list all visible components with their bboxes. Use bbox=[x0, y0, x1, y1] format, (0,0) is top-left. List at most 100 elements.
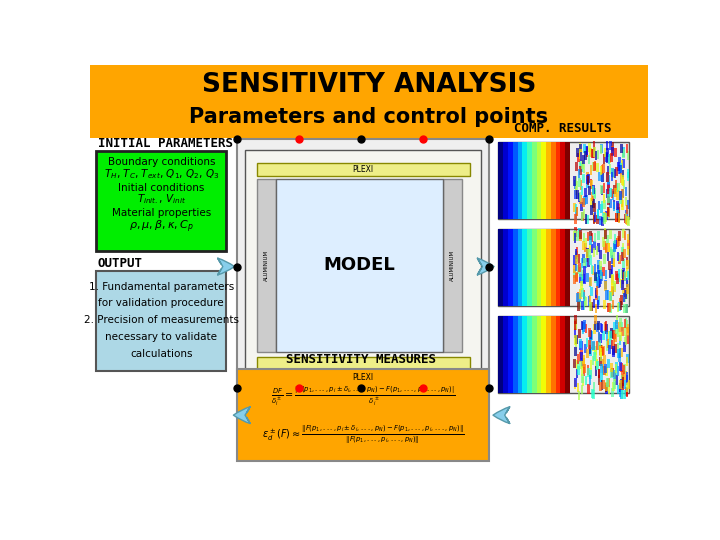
Bar bbox=[594, 272, 597, 281]
Bar bbox=[600, 270, 602, 279]
Bar bbox=[609, 230, 612, 239]
Bar bbox=[621, 176, 624, 185]
Bar bbox=[615, 166, 618, 176]
Bar bbox=[600, 272, 603, 281]
Bar bbox=[605, 269, 607, 279]
Bar bbox=[579, 149, 582, 159]
Bar bbox=[624, 318, 627, 327]
Bar bbox=[577, 168, 580, 178]
Bar bbox=[575, 335, 577, 345]
Bar bbox=[518, 316, 522, 393]
Bar bbox=[586, 248, 589, 257]
Bar bbox=[622, 275, 624, 284]
Bar bbox=[595, 359, 598, 369]
Bar bbox=[546, 316, 551, 393]
Bar bbox=[503, 316, 508, 393]
Bar bbox=[586, 147, 588, 157]
Bar bbox=[551, 316, 556, 393]
Bar bbox=[609, 291, 611, 300]
Bar bbox=[627, 234, 629, 243]
Bar bbox=[532, 229, 536, 306]
Bar bbox=[613, 168, 615, 178]
Bar bbox=[596, 278, 598, 287]
Bar bbox=[575, 176, 577, 185]
Bar bbox=[626, 324, 629, 333]
Bar bbox=[508, 316, 513, 393]
Text: $T_{init.}$, $V_{init}$: $T_{init.}$, $V_{init}$ bbox=[137, 193, 186, 206]
Bar bbox=[606, 235, 609, 245]
Bar bbox=[621, 200, 624, 210]
Bar bbox=[613, 339, 616, 349]
Bar bbox=[577, 354, 580, 363]
Bar bbox=[579, 341, 582, 350]
Bar bbox=[611, 283, 613, 292]
Bar bbox=[606, 341, 609, 350]
Bar bbox=[585, 146, 588, 156]
Bar bbox=[621, 170, 624, 179]
Bar bbox=[593, 241, 595, 250]
Bar bbox=[589, 370, 592, 379]
Bar bbox=[90, 65, 648, 138]
Bar bbox=[619, 318, 622, 327]
Bar bbox=[613, 379, 616, 388]
Bar bbox=[575, 249, 577, 259]
Bar bbox=[595, 304, 598, 313]
Bar bbox=[602, 380, 605, 389]
Bar bbox=[590, 165, 593, 174]
Bar bbox=[624, 290, 627, 299]
Bar bbox=[583, 266, 586, 275]
Bar bbox=[578, 193, 580, 202]
Bar bbox=[608, 196, 610, 205]
Bar bbox=[615, 183, 618, 192]
Bar bbox=[618, 388, 621, 397]
Bar bbox=[585, 324, 587, 333]
Bar bbox=[603, 300, 606, 309]
Bar bbox=[627, 172, 629, 181]
Bar bbox=[575, 186, 577, 195]
Bar bbox=[607, 252, 609, 261]
Bar bbox=[585, 214, 588, 224]
Text: 1. Fundamental parameters: 1. Fundamental parameters bbox=[89, 281, 234, 292]
Bar bbox=[593, 390, 595, 399]
Bar bbox=[588, 368, 590, 377]
Bar bbox=[611, 168, 613, 177]
Bar bbox=[624, 213, 627, 222]
Bar bbox=[617, 162, 620, 171]
Bar bbox=[626, 285, 629, 294]
Bar bbox=[599, 249, 602, 259]
Bar bbox=[583, 259, 586, 268]
Bar bbox=[96, 151, 226, 251]
Text: OUTPUT: OUTPUT bbox=[98, 257, 143, 270]
Bar bbox=[595, 359, 598, 368]
Bar bbox=[617, 302, 619, 312]
Bar bbox=[576, 369, 578, 379]
Bar bbox=[546, 229, 551, 306]
Bar bbox=[498, 229, 503, 306]
Bar bbox=[609, 188, 612, 197]
Bar bbox=[613, 329, 616, 339]
Bar bbox=[617, 213, 620, 222]
Bar bbox=[587, 366, 590, 375]
Bar bbox=[622, 159, 625, 168]
Bar bbox=[617, 210, 619, 219]
Bar bbox=[565, 229, 570, 306]
Bar bbox=[556, 142, 560, 219]
Bar bbox=[610, 292, 613, 301]
Bar bbox=[574, 380, 576, 389]
Bar bbox=[508, 229, 513, 306]
Bar bbox=[597, 210, 599, 219]
Bar bbox=[615, 364, 617, 373]
Bar bbox=[615, 180, 618, 190]
Bar bbox=[580, 163, 583, 172]
Bar bbox=[611, 330, 614, 339]
Bar bbox=[498, 142, 629, 219]
Bar bbox=[608, 302, 610, 312]
Bar bbox=[582, 155, 585, 164]
Bar bbox=[600, 346, 603, 355]
Text: PLEXI: PLEXI bbox=[353, 165, 374, 174]
Bar bbox=[556, 229, 560, 306]
Bar bbox=[612, 348, 615, 357]
Bar bbox=[575, 181, 578, 191]
Bar bbox=[580, 339, 582, 348]
Bar bbox=[592, 162, 595, 171]
